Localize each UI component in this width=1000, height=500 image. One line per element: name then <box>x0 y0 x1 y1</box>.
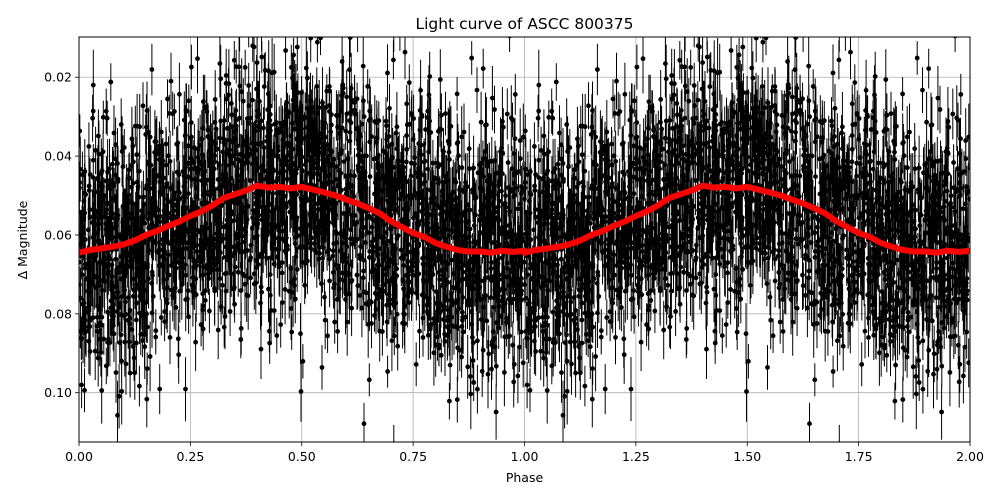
y-tick-label: 0.04 <box>44 149 72 164</box>
binned-line <box>79 182 970 256</box>
data-points <box>79 37 970 442</box>
y-tick-label: 0.08 <box>44 306 72 321</box>
x-axis-label: Phase <box>506 470 544 485</box>
y-tick-label: 0.10 <box>44 385 72 400</box>
x-axis-ticks: 0.00 0.25 0.50 0.75 1.00 1.25 1.50 1.75 2.00 <box>65 442 984 464</box>
y-tick-label: 0.06 <box>44 227 72 242</box>
x-tick-label: 1.75 <box>845 449 873 464</box>
y-tick-label: 0.02 <box>44 70 72 85</box>
x-tick-label: 2.00 <box>956 449 984 464</box>
y-axis-label: Δ Magnitude <box>15 200 30 279</box>
x-tick-label: 0.75 <box>399 449 427 464</box>
x-tick-label: 1.25 <box>622 449 650 464</box>
x-tick-label: 0.00 <box>65 449 93 464</box>
x-tick-label: 0.50 <box>288 449 316 464</box>
x-tick-label: 1.00 <box>511 449 539 464</box>
binned-curve <box>79 182 970 256</box>
y-axis-ticks: 0.02 0.04 0.06 0.08 0.10 <box>44 70 79 400</box>
x-tick-label: 1.50 <box>733 449 761 464</box>
x-tick-label: 0.25 <box>176 449 204 464</box>
chart-title: Light curve of ASCC 800375 <box>415 15 633 33</box>
